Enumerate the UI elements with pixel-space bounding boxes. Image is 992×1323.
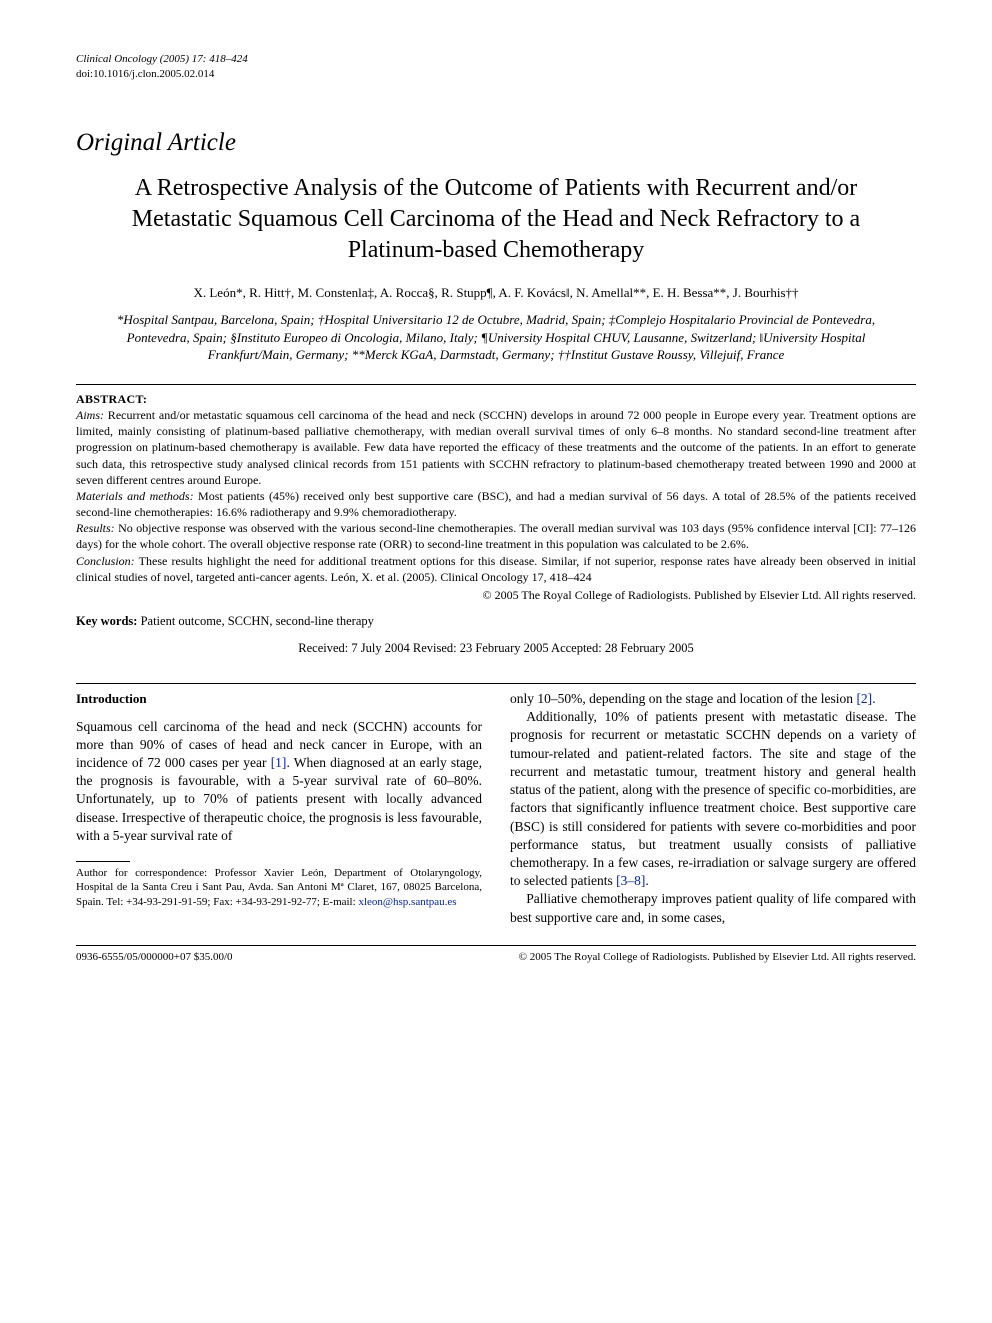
footer-right: © 2005 The Royal College of Radiologists… (519, 950, 916, 965)
conclusion-label: Conclusion: (76, 554, 135, 568)
correspondence-email-link[interactable]: xleon@hsp.santpau.es (358, 896, 456, 908)
divider-top (76, 384, 916, 385)
body-columns: Introduction Squamous cell carcinoma of … (76, 690, 916, 927)
correspondence: Author for correspondence: Professor Xav… (76, 866, 482, 909)
intro-p3a: Additionally, 10% of patients present wi… (510, 709, 916, 888)
intro-para-1: Squamous cell carcinoma of the head and … (76, 718, 482, 846)
article-type: Original Article (76, 126, 916, 160)
keywords-label: Key words: (76, 614, 137, 628)
doi: doi:10.1016/j.clon.2005.02.014 (76, 67, 916, 82)
methods-label: Materials and methods: (76, 489, 194, 503)
abstract-heading: ABSTRACT: (76, 391, 916, 407)
intro-p2b: . (872, 691, 875, 706)
correspondence-block: Author for correspondence: Professor Xav… (76, 861, 482, 909)
intro-para-2: only 10–50%, depending on the stage and … (510, 690, 916, 708)
article-dates: Received: 7 July 2004 Revised: 23 Februa… (76, 640, 916, 657)
abstract-methods: Materials and methods: Most patients (45… (76, 488, 916, 520)
citation-ref-1[interactable]: [1] (271, 755, 287, 770)
intro-para-4: Palliative chemotherapy improves patient… (510, 890, 916, 926)
citation-ref-3-8[interactable]: [3–8] (616, 873, 645, 888)
page-footer: 0936-6555/05/000000+07 $35.00/0 © 2005 T… (76, 945, 916, 965)
running-header: Clinical Oncology (2005) 17: 418–424 doi… (76, 52, 916, 82)
aims-label: Aims: (76, 408, 104, 422)
keywords-value: Patient outcome, SCCHN, second-line ther… (137, 614, 373, 628)
abstract-copyright: © 2005 The Royal College of Radiologists… (76, 587, 916, 603)
citation-ref-2[interactable]: [2] (856, 691, 872, 706)
aims-text: Recurrent and/or metastatic squamous cel… (76, 408, 916, 487)
footer-left: 0936-6555/05/000000+07 $35.00/0 (76, 950, 233, 965)
methods-text: Most patients (45%) received only best s… (76, 489, 916, 519)
abstract-conclusion: Conclusion: These results highlight the … (76, 553, 916, 585)
article-title: A Retrospective Analysis of the Outcome … (94, 173, 898, 265)
conclusion-text: These results highlight the need for add… (76, 554, 916, 584)
abstract-body: Aims: Recurrent and/or metastatic squamo… (76, 407, 916, 603)
intro-heading: Introduction (76, 690, 482, 708)
intro-p3b: . (645, 873, 648, 888)
intro-para-3: Additionally, 10% of patients present wi… (510, 708, 916, 890)
author-list: X. León*, R. Hitt†, M. Constenla‡, A. Ro… (76, 284, 916, 302)
results-label: Results: (76, 521, 115, 535)
abstract-results: Results: No objective response was obser… (76, 520, 916, 552)
journal-citation: Clinical Oncology (2005) 17: 418–424 (76, 52, 916, 67)
intro-p2a: only 10–50%, depending on the stage and … (510, 691, 856, 706)
affiliations: *Hospital Santpau, Barcelona, Spain; †Ho… (106, 311, 886, 364)
divider-bottom (76, 683, 916, 684)
correspondence-divider (76, 861, 130, 862)
keywords: Key words: Patient outcome, SCCHN, secon… (76, 613, 916, 630)
results-text: No objective response was observed with … (76, 521, 916, 551)
abstract-aims: Aims: Recurrent and/or metastatic squamo… (76, 407, 916, 488)
